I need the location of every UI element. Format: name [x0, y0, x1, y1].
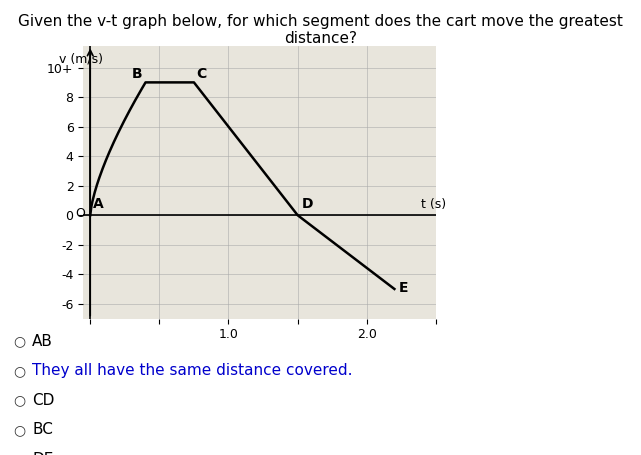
Text: ○: ○ — [13, 394, 25, 407]
Text: D: D — [302, 197, 313, 211]
Text: t (s): t (s) — [420, 198, 445, 211]
Text: BC: BC — [32, 423, 53, 437]
Text: B: B — [131, 67, 142, 81]
Text: ○: ○ — [13, 423, 25, 437]
Text: CD: CD — [32, 393, 54, 408]
Text: AB: AB — [32, 334, 53, 349]
Text: v (m/s): v (m/s) — [58, 53, 103, 66]
Text: ○: ○ — [13, 364, 25, 378]
Text: Given the v-t graph below, for which segment does the cart move the greatest dis: Given the v-t graph below, for which seg… — [18, 14, 623, 46]
Text: A: A — [93, 197, 104, 211]
Text: ○: ○ — [13, 334, 25, 348]
Text: ○: ○ — [13, 453, 25, 455]
Text: E: E — [399, 281, 408, 295]
Text: They all have the same distance covered.: They all have the same distance covered. — [32, 364, 353, 378]
Text: O: O — [76, 207, 85, 220]
Text: DE: DE — [32, 452, 53, 455]
Text: C: C — [197, 67, 207, 81]
